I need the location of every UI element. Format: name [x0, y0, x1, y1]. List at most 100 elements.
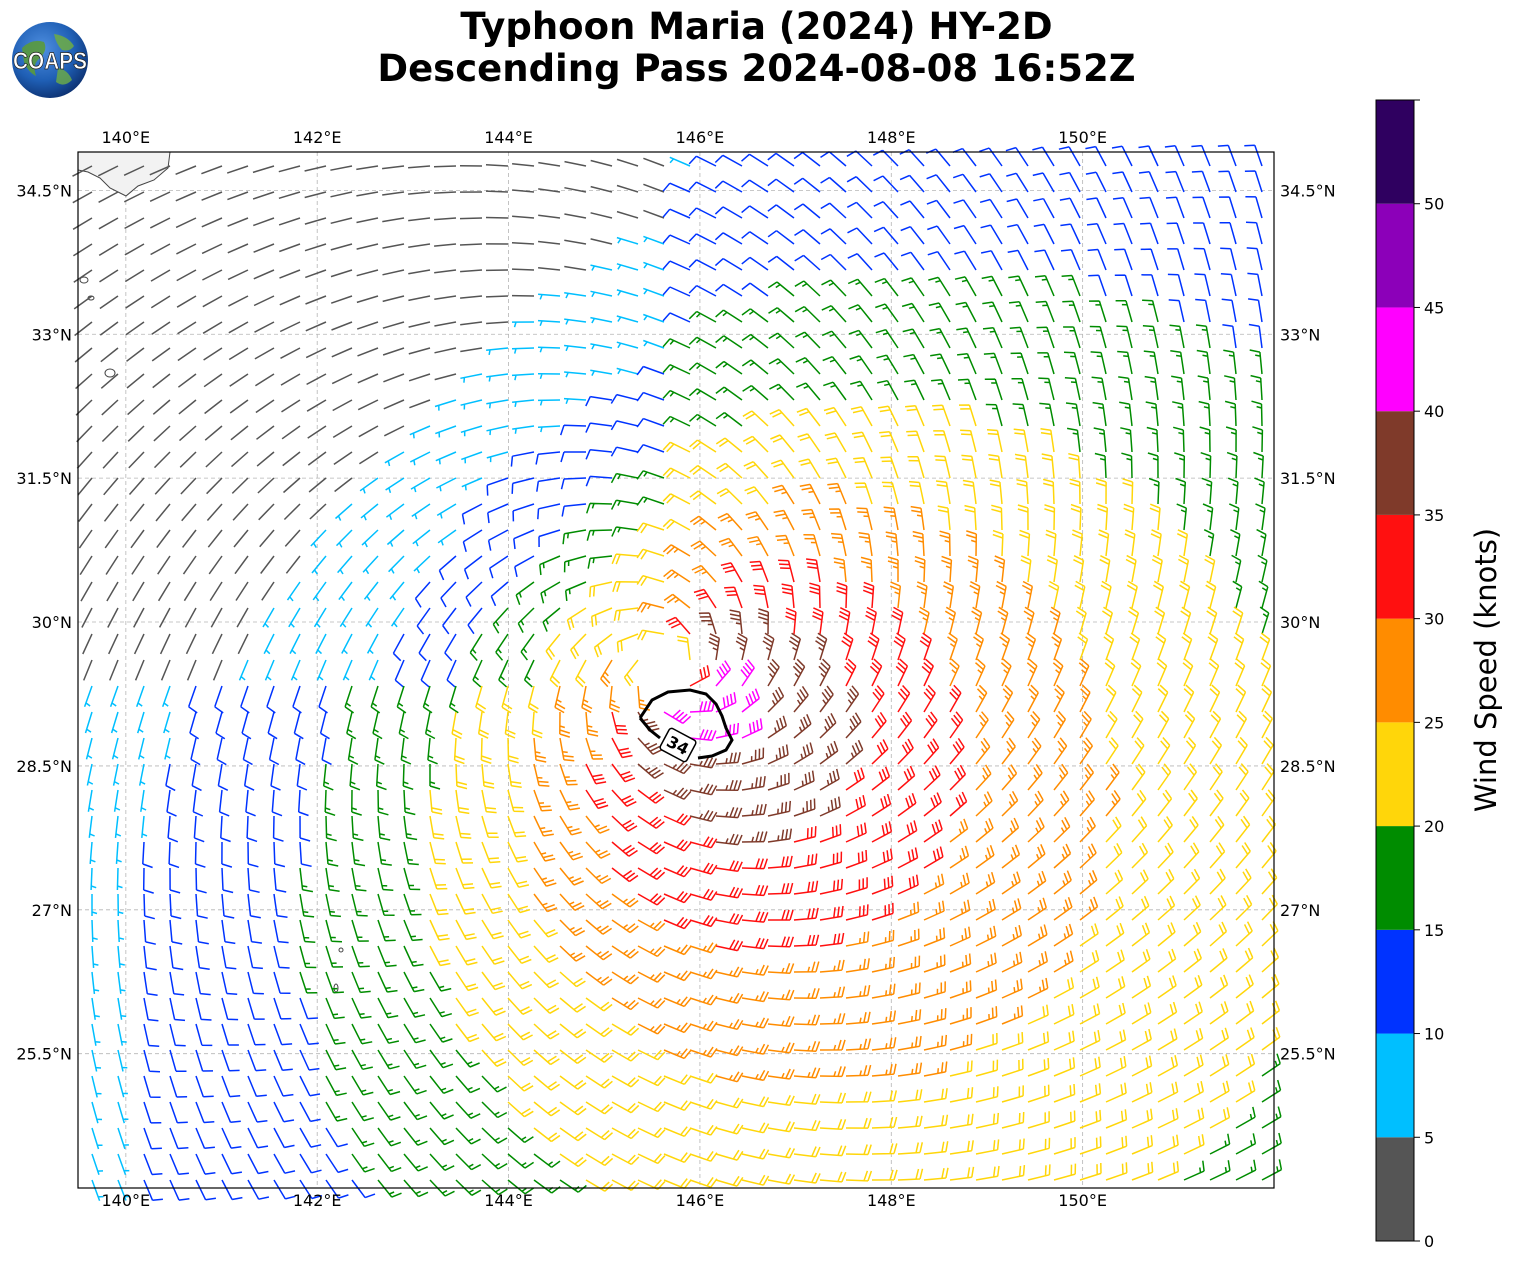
wind-barb: [637, 893, 666, 906]
wind-barb: [1126, 580, 1138, 609]
wind-barb: [897, 928, 920, 947]
wind-barb: [159, 633, 171, 655]
wind-barb: [1005, 146, 1029, 167]
wind-barb: [949, 791, 968, 817]
wind-barb: [156, 529, 171, 549]
wind-barb: [325, 919, 343, 943]
wind-barb: [538, 188, 561, 193]
wind-barb: [643, 261, 665, 271]
wind-barb: [1191, 170, 1211, 193]
wind-barb: [845, 822, 867, 843]
wind-barb: [905, 404, 925, 427]
wind-barb: [1094, 452, 1107, 479]
wind-barb: [325, 945, 344, 968]
wind-barb: [1112, 171, 1133, 193]
wind-barb: [221, 1075, 241, 1098]
wind-barb: [720, 562, 743, 583]
wind-barb: [90, 867, 97, 891]
wind-barb: [230, 425, 249, 441]
wind-barb: [570, 633, 587, 660]
wind-barb: [637, 737, 663, 755]
wind-barb: [767, 989, 795, 1001]
wind-barb: [221, 945, 237, 970]
wind-barb: [845, 877, 868, 895]
wind-barb: [559, 711, 571, 738]
wind-barb: [1176, 529, 1189, 557]
wind-barb: [512, 189, 535, 193]
wind-barb: [247, 945, 263, 970]
wind-barb: [377, 919, 396, 942]
wind-barb: [408, 191, 431, 195]
wind-barb: [388, 555, 405, 574]
wind-barb: [767, 658, 780, 687]
wind-barb: [531, 711, 543, 739]
wind-barb: [1235, 684, 1247, 713]
wind-barb: [238, 659, 249, 681]
wind-barb: [689, 836, 718, 849]
wind-barb: [305, 321, 327, 332]
wind-barb: [273, 1049, 293, 1072]
wind-barb: [820, 253, 847, 271]
wind-barb: [1060, 249, 1081, 271]
wind-barb: [793, 798, 816, 817]
wind-barb: [793, 714, 812, 739]
wind-barb: [610, 393, 639, 404]
wind-barb: [1039, 402, 1055, 427]
wind-barb: [1041, 453, 1055, 479]
wind-barb: [897, 874, 919, 895]
wind-barb: [1064, 376, 1081, 401]
wind-barb: [377, 1127, 402, 1147]
wind-barb: [460, 295, 483, 299]
wind-barb: [793, 880, 819, 895]
wind-barb: [611, 711, 628, 735]
wind-barb: [923, 1088, 948, 1103]
wind-barb: [1235, 1053, 1256, 1077]
wind-barb: [1260, 658, 1272, 687]
wind-barb: [559, 789, 581, 811]
wind-barb: [663, 1048, 692, 1060]
wind-barb: [767, 255, 795, 271]
wind-barb: [247, 997, 265, 1020]
wind-barb: [590, 212, 613, 219]
colorbar-tick-label: 5: [1424, 1128, 1434, 1147]
wind-barb: [847, 253, 873, 271]
wind-barb: [487, 529, 509, 551]
wind-barb: [637, 919, 666, 932]
wind-barb: [636, 548, 665, 560]
wind-barb: [623, 659, 639, 687]
wind-barb: [163, 711, 171, 734]
wind-barb: [1209, 895, 1227, 921]
wind-barb: [273, 997, 292, 1020]
wind-barb: [91, 1101, 103, 1124]
wind-barb: [1148, 477, 1160, 505]
wind-barb: [944, 606, 957, 635]
wind-barb: [91, 971, 100, 994]
wind-barb: [1157, 1001, 1178, 1025]
wind-barb: [741, 775, 766, 791]
wind-barb: [715, 692, 737, 713]
wind-barb: [1001, 898, 1022, 921]
wind-barb: [871, 875, 894, 895]
wind-barb: [1157, 1055, 1179, 1077]
wind-barb: [195, 971, 211, 996]
wind-barb: [923, 954, 946, 973]
wind-barb: [981, 275, 1003, 297]
wind-barb: [564, 239, 587, 245]
wind-barb: [481, 867, 502, 889]
wind-barb: [1105, 869, 1124, 895]
wind-barb: [971, 606, 983, 635]
wind-barb: [819, 878, 844, 895]
wind-barb: [504, 711, 516, 739]
wind-barb: [189, 711, 200, 740]
wind-barb: [1131, 789, 1147, 817]
wind-barb: [1249, 349, 1263, 375]
wind-barb: [1170, 350, 1185, 375]
wind-barb: [434, 217, 457, 221]
wind-barb: [104, 529, 119, 549]
wind-barb: [1145, 401, 1159, 427]
wind-barb: [871, 902, 894, 921]
wind-barb: [433, 165, 457, 168]
wind-barb: [1182, 658, 1194, 687]
wind-barb: [91, 1127, 103, 1150]
wind-barb: [1204, 554, 1216, 583]
